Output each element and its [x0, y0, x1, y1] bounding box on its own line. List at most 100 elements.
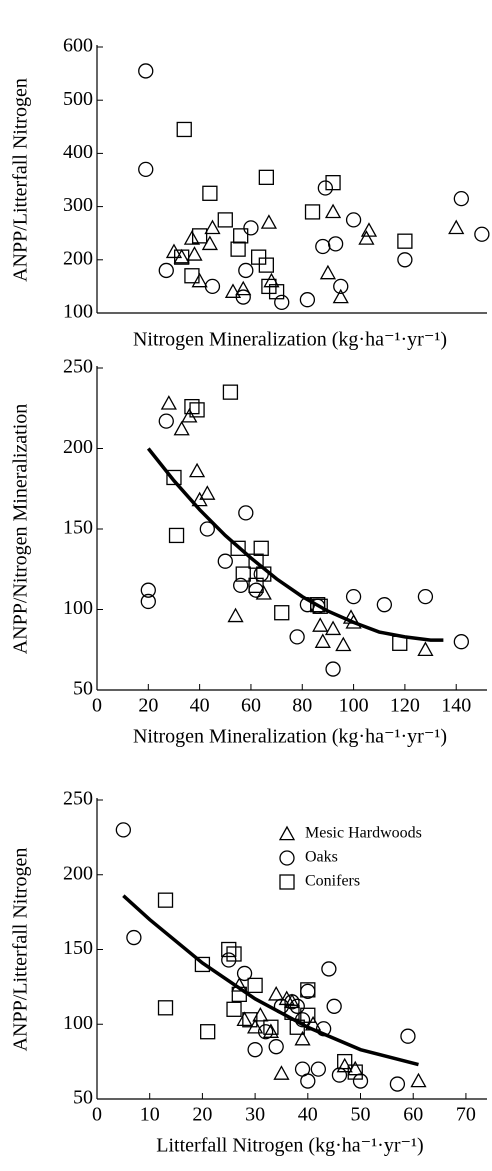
y-axis-title: ANPP/Litterfall Nitrogen: [10, 848, 32, 1052]
x-tick-label: 10: [140, 1104, 160, 1126]
marker: [268, 986, 285, 1001]
y-tick-label: 50: [73, 1087, 93, 1109]
marker: [263, 1019, 279, 1035]
marker: [448, 219, 465, 235]
marker: [279, 850, 295, 866]
x-tick-label: 60: [403, 1104, 423, 1126]
marker: [299, 292, 316, 308]
y-tick-label: 250: [63, 356, 93, 378]
marker: [417, 641, 434, 656]
marker: [333, 278, 349, 295]
marker: [317, 180, 334, 196]
marker: [217, 212, 233, 228]
marker: [258, 169, 274, 185]
marker: [410, 1072, 427, 1088]
marker: [165, 243, 183, 259]
marker: [230, 241, 246, 257]
y-tick-label: 100: [63, 597, 93, 619]
marker: [238, 262, 254, 279]
x-tick-label: 120: [390, 695, 420, 717]
x-tick-label: 40: [190, 695, 210, 717]
legend-label: Oaks: [305, 849, 338, 866]
marker: [204, 219, 221, 235]
x-tick-label: 100: [339, 695, 369, 717]
marker: [221, 941, 237, 958]
marker: [389, 1076, 406, 1092]
marker: [184, 398, 200, 415]
marker: [247, 1042, 263, 1058]
marker: [230, 540, 246, 556]
y-tick-label: 400: [63, 141, 93, 163]
marker: [235, 289, 251, 305]
marker: [358, 230, 375, 245]
marker: [300, 1073, 316, 1089]
x-axis-title: Nitrogen Mineralization (kg·ha⁻¹·yr⁻¹): [133, 329, 447, 351]
x-tick-label: 0: [92, 1104, 102, 1126]
marker: [279, 874, 295, 890]
marker: [312, 598, 328, 614]
marker: [235, 566, 251, 582]
y-tick-label: 300: [63, 194, 93, 216]
marker: [312, 617, 329, 632]
x-tick-label: 20: [138, 695, 158, 717]
marker: [174, 249, 190, 265]
marker: [352, 1073, 369, 1089]
marker: [176, 121, 192, 138]
marker: [186, 246, 203, 261]
marker: [327, 236, 344, 252]
marker: [168, 527, 185, 544]
marker: [310, 1061, 327, 1077]
y-tick-label: 500: [63, 88, 93, 110]
marker: [126, 929, 142, 946]
marker: [181, 407, 198, 423]
marker: [222, 384, 239, 400]
marker: [453, 190, 469, 207]
fit-curve: [146, 447, 444, 642]
marker: [268, 284, 285, 300]
y-tick-label: 200: [63, 436, 93, 458]
marker: [278, 825, 296, 841]
marker: [233, 228, 249, 244]
marker: [397, 252, 413, 268]
marker: [319, 264, 337, 280]
x-axis-title: Litterfall Nitrogen (kg·ha⁻¹·yr⁻¹): [156, 1135, 423, 1157]
marker: [253, 540, 269, 556]
marker: [294, 1030, 311, 1046]
fit-curve: [122, 894, 419, 1067]
marker: [289, 998, 305, 1014]
marker: [263, 272, 280, 288]
marker: [324, 620, 342, 636]
x-tick-label: 40: [298, 1104, 318, 1126]
marker: [304, 204, 321, 220]
marker: [250, 249, 267, 265]
y-tick-label: 250: [63, 788, 93, 810]
marker: [347, 1064, 363, 1080]
marker: [224, 283, 242, 298]
marker: [217, 553, 233, 569]
marker: [233, 577, 249, 593]
marker: [345, 212, 362, 228]
marker: [324, 203, 342, 219]
marker: [236, 965, 253, 982]
marker: [248, 553, 264, 569]
marker: [274, 294, 290, 311]
marker: [238, 505, 254, 521]
x-tick-label: 70: [456, 1104, 476, 1126]
marker: [337, 1053, 353, 1070]
y-tick-label: 150: [63, 517, 93, 539]
marker: [160, 395, 177, 410]
marker: [138, 63, 154, 79]
marker: [417, 588, 434, 605]
marker: [360, 222, 378, 237]
marker: [173, 420, 190, 436]
marker: [166, 469, 182, 486]
marker: [474, 226, 490, 242]
marker: [247, 977, 263, 994]
y-tick-label: 600: [63, 35, 93, 57]
y-axis-title: ANPP/Litterfall Nitrogen: [10, 78, 32, 282]
marker: [248, 577, 264, 593]
marker: [140, 582, 156, 598]
marker: [188, 462, 206, 478]
legend-label: Conifers: [305, 873, 360, 890]
marker: [262, 1023, 280, 1038]
